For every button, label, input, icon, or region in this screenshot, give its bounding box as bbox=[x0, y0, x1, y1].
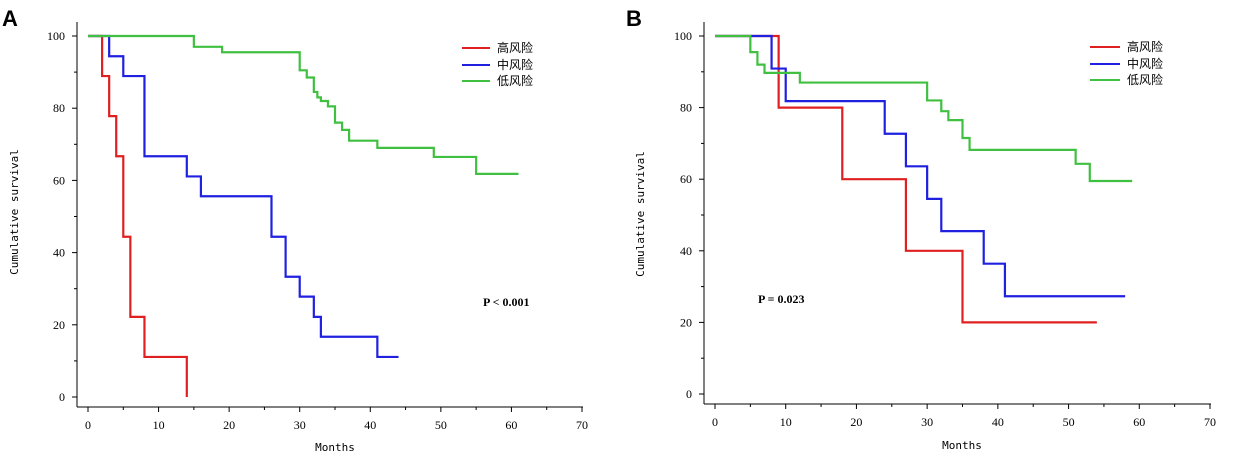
panel-b-series-line-2 bbox=[715, 34, 1133, 183]
panel-a-y-tick-label: 60 bbox=[53, 173, 65, 187]
panel-a-legend-label-1: 中风险 bbox=[497, 57, 533, 72]
panel-b-y-tick-label: 20 bbox=[680, 315, 692, 329]
panel-letter-b: B bbox=[626, 6, 642, 31]
panel-b-x-tick-label: 10 bbox=[780, 415, 792, 429]
panel-a-x-tick-label: 20 bbox=[223, 418, 235, 432]
panel-b-x-tick-label: 30 bbox=[921, 415, 933, 429]
panel-b-x-tick-label: 20 bbox=[850, 415, 862, 429]
panel-b-series-line-1 bbox=[715, 34, 1126, 298]
panel-a-x-tick-label: 0 bbox=[85, 418, 91, 432]
chart-panel-b: 0 20 40 60 80 100 0 10 20 30 40 50 60 70 Months Cumulat… bbox=[634, 22, 1216, 452]
panel-a-series-line-2 bbox=[88, 34, 519, 176]
panel-a-p-value: P < 0.001 bbox=[483, 295, 530, 309]
panel-a-series-line-0 bbox=[88, 34, 188, 397]
panel-b-x-tick-label: 40 bbox=[992, 415, 1004, 429]
panel-a-legend-label-0: 高风险 bbox=[497, 40, 533, 55]
panel-a-x-tick-label: 60 bbox=[505, 418, 517, 432]
panel-b-x-tick-label: 0 bbox=[712, 415, 718, 429]
panel-b-x-axis-title: Months bbox=[942, 439, 982, 452]
panel-b-legend-label-1: 中风险 bbox=[1127, 56, 1163, 71]
panel-a-y-tick-label: 0 bbox=[59, 390, 65, 404]
panel-a-y-tick-label: 100 bbox=[47, 29, 65, 43]
panel-a-y-axis-title: Cumulative survival bbox=[8, 149, 21, 275]
panel-a-x-tick-label: 10 bbox=[153, 418, 165, 432]
panel-a-y-tick-label: 80 bbox=[53, 101, 65, 115]
panel-b-y-tick-label: 80 bbox=[680, 101, 692, 115]
panel-a-x-tick-label: 70 bbox=[576, 418, 588, 432]
panel-a-y-tick-label: 20 bbox=[53, 318, 65, 332]
panel-letter-a: A bbox=[2, 6, 18, 31]
panel-b-y-tick-label: 60 bbox=[680, 172, 692, 186]
panel-a-x-tick-label: 40 bbox=[364, 418, 376, 432]
panel-a-x-axis-title: Months bbox=[315, 441, 355, 454]
panel-a-legend-label-2: 低风险 bbox=[497, 73, 533, 88]
panel-a-y-tick-label: 40 bbox=[53, 246, 65, 260]
panel-b-legend-label-2: 低风险 bbox=[1127, 72, 1163, 87]
panel-b-legend-label-0: 高风险 bbox=[1127, 39, 1163, 54]
panel-a-series-line-1 bbox=[88, 34, 399, 359]
panel-b-y-tick-label: 0 bbox=[686, 387, 692, 401]
panel-b-x-tick-label: 50 bbox=[1063, 415, 1075, 429]
panel-b-p-value: P = 0.023 bbox=[758, 292, 805, 306]
panel-a-x-tick-label: 30 bbox=[294, 418, 306, 432]
panel-b-x-tick-label: 60 bbox=[1133, 415, 1145, 429]
panel-b-y-tick-label: 40 bbox=[680, 244, 692, 258]
panel-a-x-tick-label: 50 bbox=[435, 418, 447, 432]
chart-panel-a: 0 20 40 60 80 100 0 10 20 30 40 50 60 70 Months Cumulat… bbox=[8, 22, 588, 454]
panel-b-y-axis-title: Cumulative survival bbox=[634, 151, 647, 277]
panel-b-series-line-0 bbox=[715, 34, 1097, 324]
panel-b-y-tick-label: 100 bbox=[674, 29, 692, 43]
panel-b-x-tick-label: 70 bbox=[1204, 415, 1216, 429]
